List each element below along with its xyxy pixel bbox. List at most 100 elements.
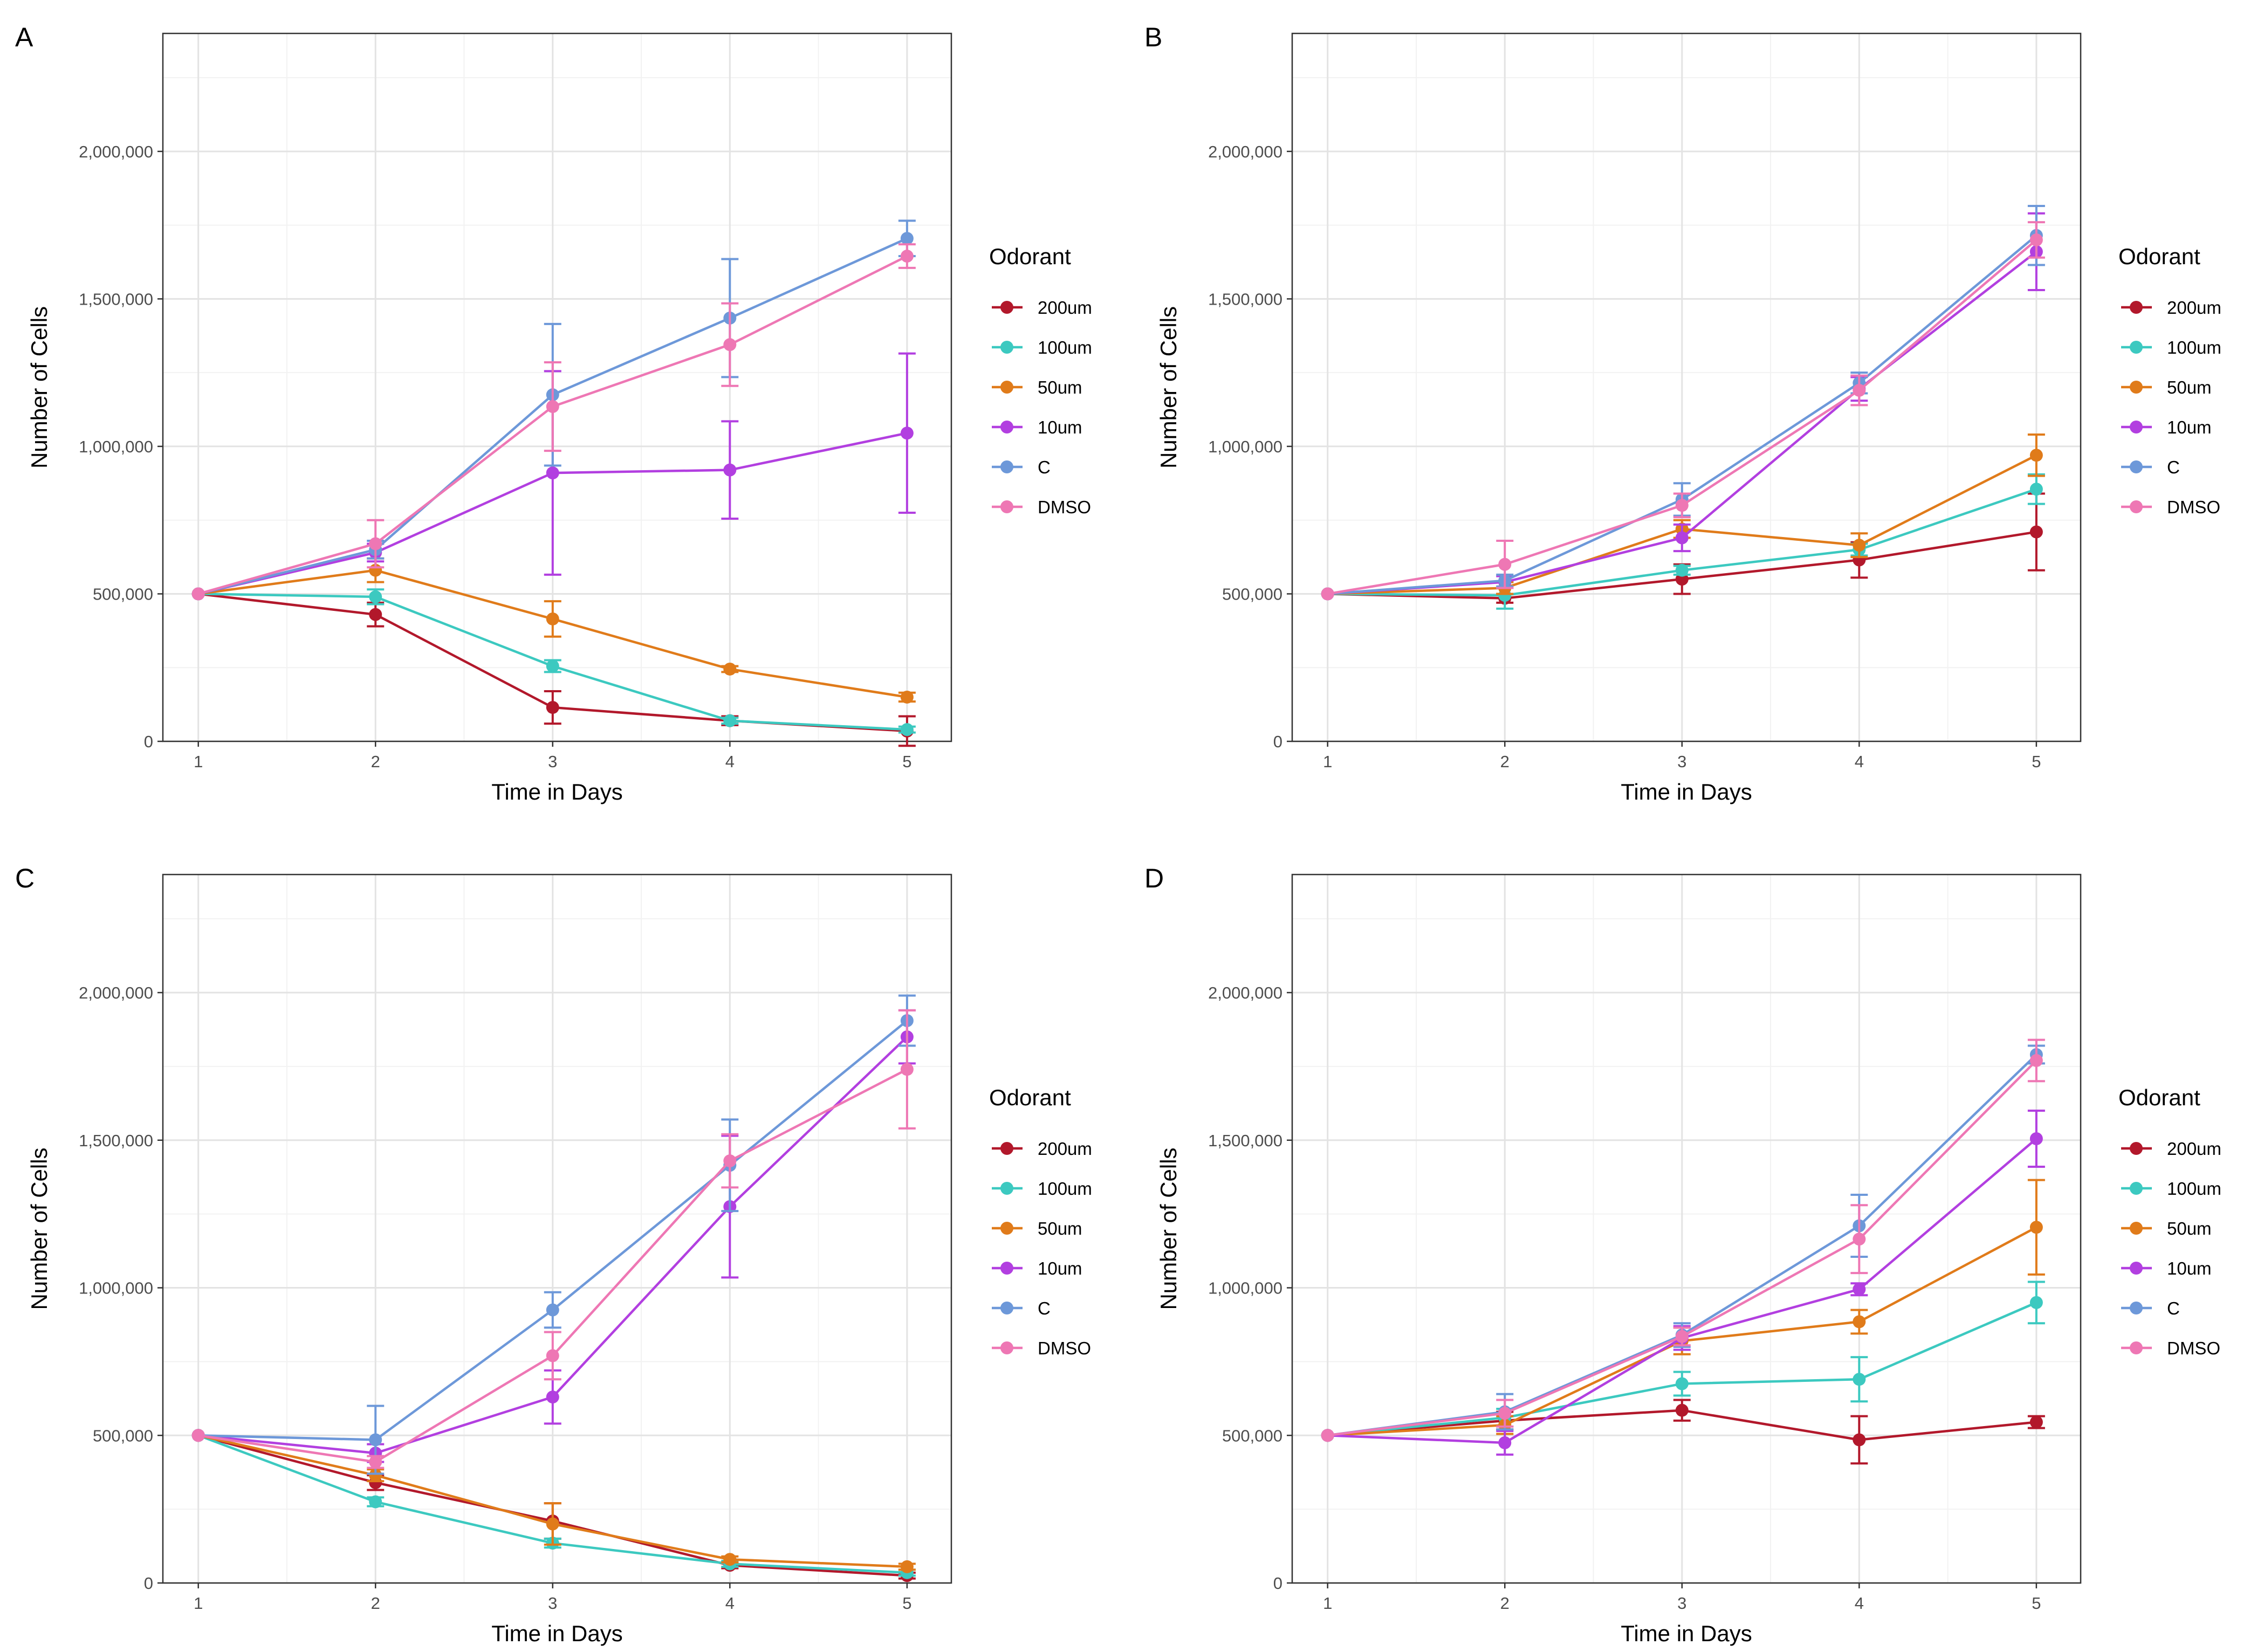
x-axis-title: Time in Days: [1621, 1621, 1752, 1646]
data-point: [546, 1349, 559, 1362]
data-point: [2029, 483, 2043, 496]
legend-key-point: [1000, 1341, 1013, 1354]
data-point: [546, 400, 559, 414]
y-tick-label: 0: [144, 1574, 153, 1593]
plot-background: [1292, 33, 2081, 741]
panel-letter: B: [1144, 22, 1162, 52]
data-point: [1675, 1330, 1689, 1343]
legend-key-point: [2130, 1341, 2143, 1354]
data-point: [191, 1429, 205, 1442]
legend-label-100um: 100um: [2167, 1179, 2221, 1199]
data-point: [1853, 1373, 1866, 1386]
legend-label-100um: 100um: [1038, 338, 1092, 357]
data-point: [1675, 531, 1689, 545]
plot-background: [163, 875, 951, 1583]
x-tick-label: 1: [1323, 752, 1332, 771]
y-tick-label: 500,000: [93, 1426, 153, 1445]
legend-key-point: [2130, 1262, 2143, 1275]
legend-label-dmso: DMSO: [1038, 1338, 1091, 1358]
data-point: [723, 338, 737, 352]
legend-label-10um: 10um: [2167, 417, 2212, 437]
panel-d: D 0 500,000 1,000,000 1,500,000 2,000,000 1 2 3 4…: [1144, 863, 2221, 1646]
data-point: [2029, 233, 2043, 246]
legend-title: Odorant: [2118, 244, 2200, 269]
x-tick-label: 3: [1677, 1594, 1686, 1613]
legend: Odorant 200um 100um 50um 10um C DMSO: [989, 1085, 1092, 1358]
legend-label-100um: 100um: [2167, 338, 2221, 357]
data-point: [1498, 1407, 1512, 1420]
legend-key-point: [1000, 460, 1013, 473]
series-dmso: [1321, 1038, 2045, 1442]
legend-title: Odorant: [989, 1085, 1071, 1110]
legend-key-point: [1000, 1262, 1013, 1275]
legend-title: Odorant: [2118, 1085, 2200, 1110]
panel-b: B 0 500,000 1,000,000 1,500,000 2,000,000 1 2 3 4…: [1144, 22, 2221, 804]
data-point: [1853, 1233, 1866, 1246]
x-tick-label: 5: [2032, 1594, 2041, 1613]
x-tick-label: 2: [1500, 752, 1510, 771]
x-axis-title: Time in Days: [1621, 779, 1752, 804]
y-tick-label: 1,000,000: [1208, 1279, 1282, 1298]
legend: Odorant 200um 100um 50um 10um C DMSO: [2118, 244, 2221, 517]
legend-label-10um: 10um: [1038, 1258, 1082, 1278]
data-point: [1675, 1403, 1689, 1417]
y-tick-label: 0: [1273, 732, 1282, 751]
data-point: [2029, 525, 2043, 539]
x-tick-label: 4: [1855, 1594, 1864, 1613]
x-tick-label: 3: [1677, 752, 1686, 771]
legend-label-dmso: DMSO: [2167, 497, 2220, 517]
data-point: [2029, 1221, 2043, 1234]
data-point: [2029, 1296, 2043, 1309]
legend-key-point: [2130, 1222, 2143, 1235]
x-tick-label: 1: [194, 752, 203, 771]
data-point: [723, 662, 737, 676]
data-point: [1675, 563, 1689, 577]
data-point: [369, 1495, 382, 1509]
plot-background: [1292, 875, 2081, 1583]
series-dmso: [1321, 221, 2045, 601]
legend-key-point: [2130, 341, 2143, 354]
y-tick-label: 1,500,000: [79, 1131, 153, 1150]
data-point: [1675, 1377, 1689, 1391]
panel-letter: D: [1144, 863, 1164, 893]
data-point: [723, 714, 737, 727]
series-dmso: [191, 243, 916, 601]
legend-label-c: C: [2167, 457, 2180, 477]
data-point: [546, 1517, 559, 1531]
data-point: [723, 463, 737, 477]
y-axis-title: Number of Cells: [1156, 306, 1181, 469]
x-tick-label: 1: [1323, 1594, 1332, 1613]
legend-label-50um: 50um: [2167, 1219, 2212, 1238]
legend: Odorant 200um 100um 50um 10um C DMSO: [989, 244, 1092, 517]
x-tick-label: 3: [548, 1594, 557, 1613]
legend-label-dmso: DMSO: [2167, 1338, 2220, 1358]
data-point: [2029, 449, 2043, 462]
data-point: [900, 426, 914, 440]
x-tick-label: 5: [902, 752, 911, 771]
x-tick-label: 2: [1500, 1594, 1510, 1613]
series-200um: [1321, 1399, 2045, 1465]
y-tick-label: 1,000,000: [79, 1279, 153, 1298]
data-point: [1853, 1315, 1866, 1329]
legend: Odorant 200um 100um 50um 10um C DMSO: [2118, 1085, 2221, 1358]
data-point: [900, 723, 914, 736]
data-point: [1853, 539, 1866, 552]
data-point: [2029, 1054, 2043, 1067]
x-tick-label: 5: [902, 1594, 911, 1613]
legend-label-200um: 200um: [2167, 298, 2221, 318]
y-tick-label: 1,000,000: [79, 437, 153, 456]
data-point: [723, 1154, 737, 1168]
legend-key-point: [2130, 1302, 2143, 1314]
legend-label-50um: 50um: [1038, 377, 1082, 397]
y-axis-title: Number of Cells: [26, 1147, 52, 1310]
legend-key-point: [1000, 421, 1013, 433]
data-point: [2029, 1132, 2043, 1146]
panel-letter: C: [15, 863, 35, 893]
legend-label-dmso: DMSO: [1038, 497, 1091, 517]
legend-key-point: [1000, 1142, 1013, 1155]
legend-label-c: C: [1038, 457, 1051, 477]
data-point: [1853, 1433, 1866, 1447]
legend-key-point: [2130, 460, 2143, 473]
data-point: [900, 1560, 914, 1573]
